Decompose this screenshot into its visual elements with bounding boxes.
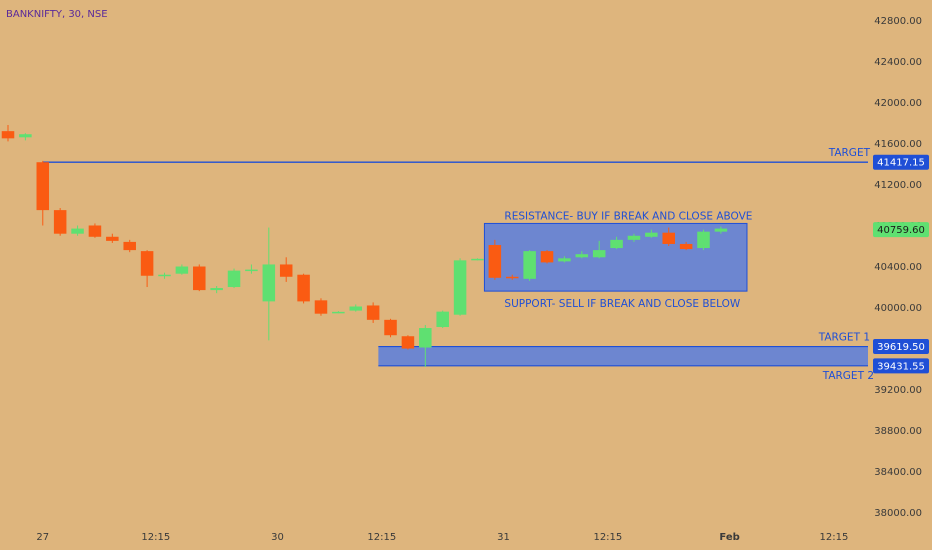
candle-body [332, 311, 345, 314]
candle-body [1, 131, 15, 139]
candle-body [401, 336, 415, 349]
candle-body [697, 231, 710, 249]
y-tick-label: 40000.00 [874, 303, 922, 314]
target-2-price-tag: 39431.55 [877, 361, 925, 372]
candle-body [471, 258, 484, 261]
y-tick-label: 40400.00 [874, 262, 922, 273]
y-tick-label: 42400.00 [874, 57, 922, 68]
target-1-label: TARGET 1 [818, 332, 870, 344]
target-zone [378, 346, 868, 366]
candle-body [175, 266, 189, 274]
candle-body [227, 270, 241, 288]
candle-body [279, 264, 293, 277]
y-tick-label: 41600.00 [874, 139, 922, 150]
candles [1, 125, 728, 368]
candle-body [314, 300, 328, 314]
x-tick-label: 12:15 [593, 532, 622, 543]
target-1-price-tag-bg [873, 339, 929, 355]
candle-body [419, 328, 432, 348]
candle-body [523, 251, 536, 279]
x-tick-label: Feb [719, 532, 739, 543]
candle-body [53, 210, 67, 234]
candle-body [140, 251, 154, 276]
candle-body [88, 225, 102, 237]
y-tick-label: 39200.00 [874, 385, 922, 396]
candle-body [714, 228, 728, 232]
candle-body [540, 251, 554, 263]
last-price-tag: 40759.60 [877, 225, 925, 236]
annotation-lines [42, 161, 868, 367]
candle-body [245, 269, 258, 272]
candle-body [558, 258, 571, 262]
candle-body [36, 162, 50, 211]
support-label: SUPPORT- SELL IF BREAK AND CLOSE BELOW [504, 298, 740, 310]
candle-body [610, 239, 623, 249]
x-tick-label: 31 [497, 532, 510, 543]
y-tick-label: 38400.00 [874, 467, 922, 478]
candle-body [645, 232, 658, 237]
target-2-price-tag-bg [873, 358, 929, 374]
x-tick-label: 12:15 [141, 532, 170, 543]
candle-body [662, 232, 675, 244]
candle-body [349, 306, 363, 311]
candle-body [384, 319, 397, 336]
y-tick-label: 42000.00 [874, 98, 922, 109]
time-axis: 27 12:15 30 12:15 31 12:15 Feb 12:15 [36, 532, 848, 543]
x-tick-label: 12:15 [820, 532, 849, 543]
candle-body [453, 260, 467, 315]
candle-body [592, 250, 606, 258]
x-tick-label: 12:15 [367, 532, 396, 543]
candle-body [366, 305, 380, 320]
target-price-tag: 41417.15 [877, 158, 925, 169]
target-price-tag-bg [873, 154, 929, 170]
resistance-label: RESISTANCE- BUY IF BREAK AND CLOSE ABOVE [504, 210, 752, 222]
candle-body [19, 134, 32, 138]
last-price-tag-bg [873, 222, 929, 238]
candle-body [679, 243, 693, 250]
candle-body [193, 266, 206, 291]
candle-body [158, 274, 171, 277]
candle-body [106, 236, 119, 241]
candle-body [505, 276, 519, 279]
target-1-price-tag: 39619.50 [877, 342, 925, 353]
y-tick-label: 42800.00 [874, 16, 922, 27]
annotation-labels: RESISTANCE- BUY IF BREAK AND CLOSE ABOVE… [504, 147, 874, 382]
y-tick-label: 38000.00 [874, 508, 922, 519]
candle-body [627, 235, 641, 240]
candle-body [436, 311, 449, 328]
target-line-label: TARGET [828, 147, 871, 159]
x-tick-label: 27 [36, 532, 49, 543]
candle-body [210, 288, 223, 291]
candle-body [575, 254, 589, 258]
price-tags: 41417.15 40759.60 39619.50 39431.55 [873, 154, 929, 374]
candle-body [71, 228, 84, 234]
candle-body [488, 244, 502, 278]
candle-body [262, 264, 276, 302]
y-tick-label: 41200.00 [874, 180, 922, 191]
y-tick-label: 38800.00 [874, 426, 922, 437]
x-tick-label: 30 [271, 532, 284, 543]
target-2-label: TARGET 2 [822, 370, 874, 382]
candle-body [297, 274, 310, 302]
candle-body [123, 241, 136, 251]
symbol-label: BANKNIFTY, 30, NSE [6, 9, 108, 20]
